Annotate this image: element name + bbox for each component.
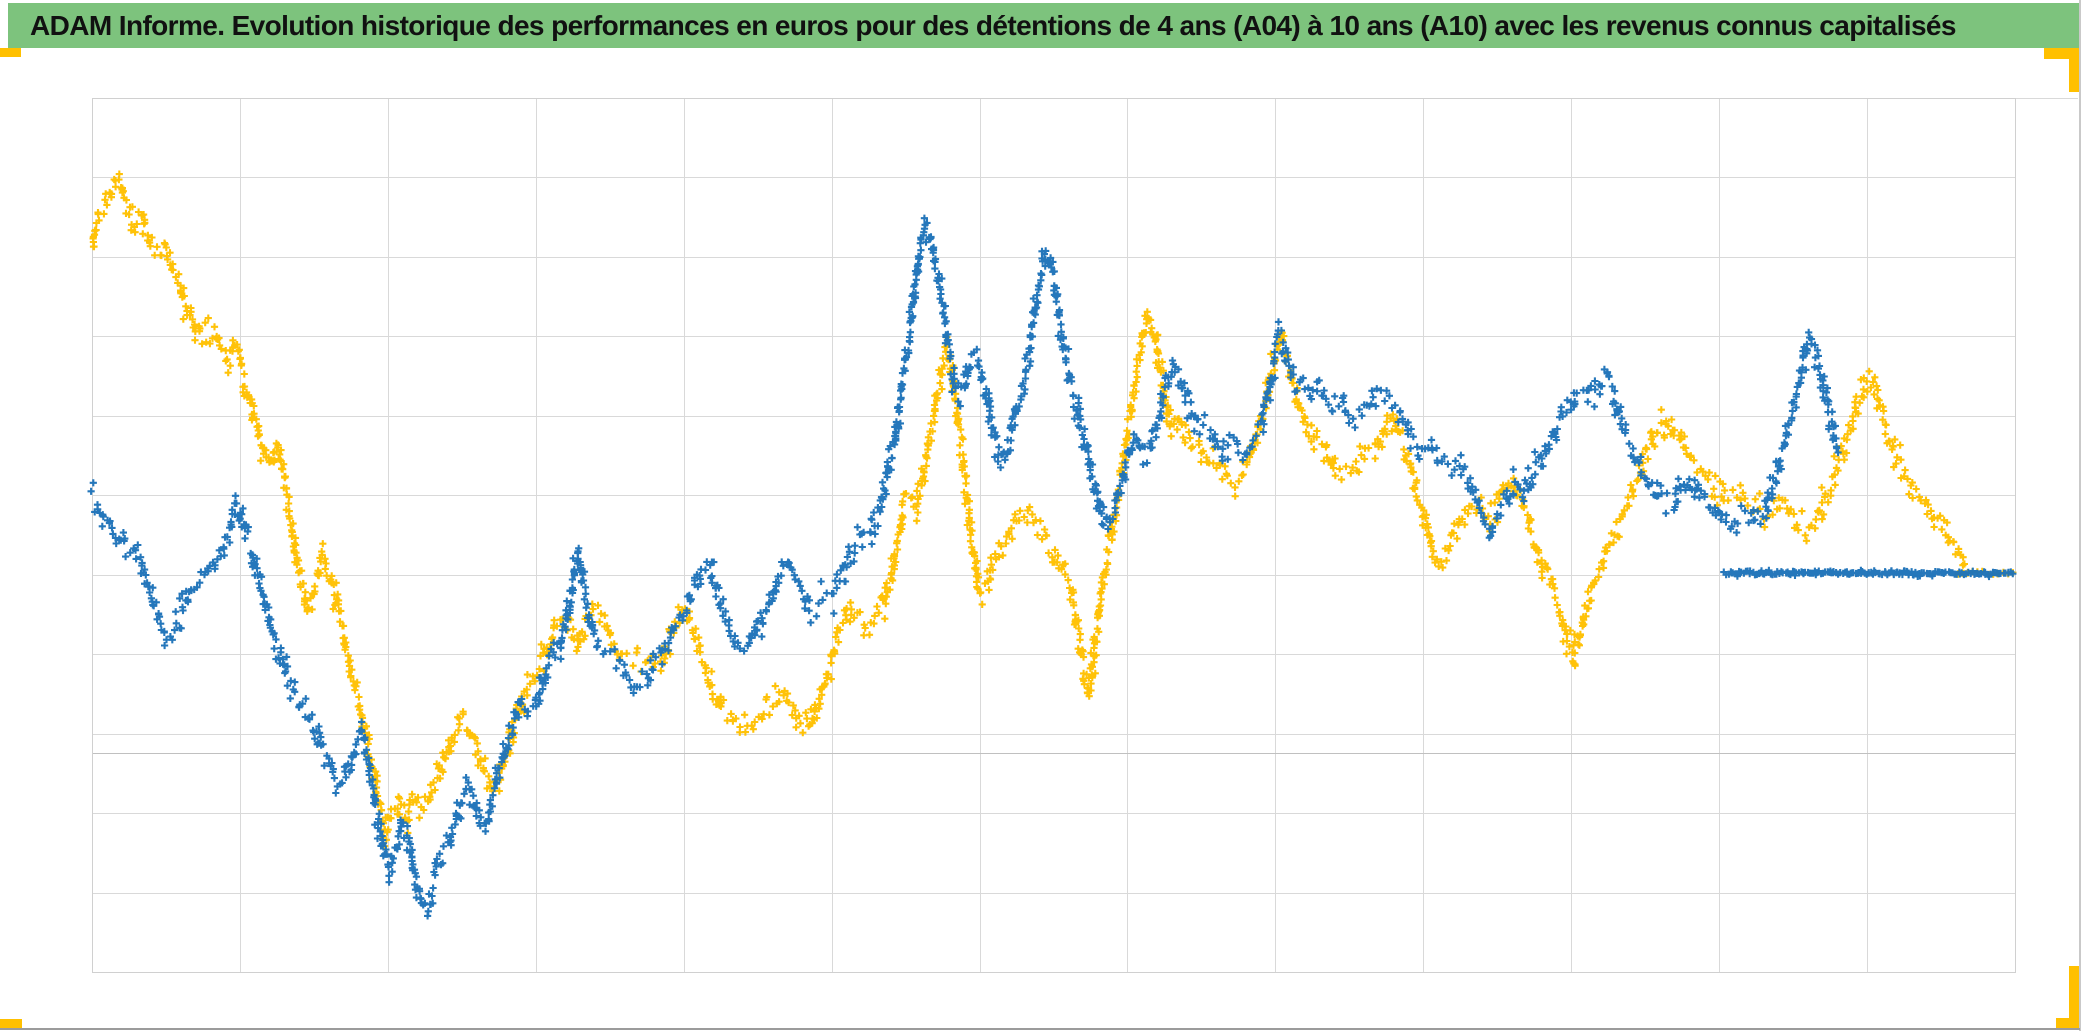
screen-right-edge-line xyxy=(2079,0,2081,1031)
corner-accent xyxy=(2069,48,2080,92)
corner-accent xyxy=(2056,1018,2080,1029)
corner-accent xyxy=(2044,48,2080,59)
corner-accent xyxy=(2069,966,2080,1029)
corner-accent xyxy=(0,48,21,57)
title-bar: ADAM Informe. Evolution historique des p… xyxy=(8,3,2080,48)
page-title: ADAM Informe. Evolution historique des p… xyxy=(30,9,1956,41)
corner-accent xyxy=(0,1019,22,1029)
screen-bottom-edge-line xyxy=(0,1028,2080,1030)
